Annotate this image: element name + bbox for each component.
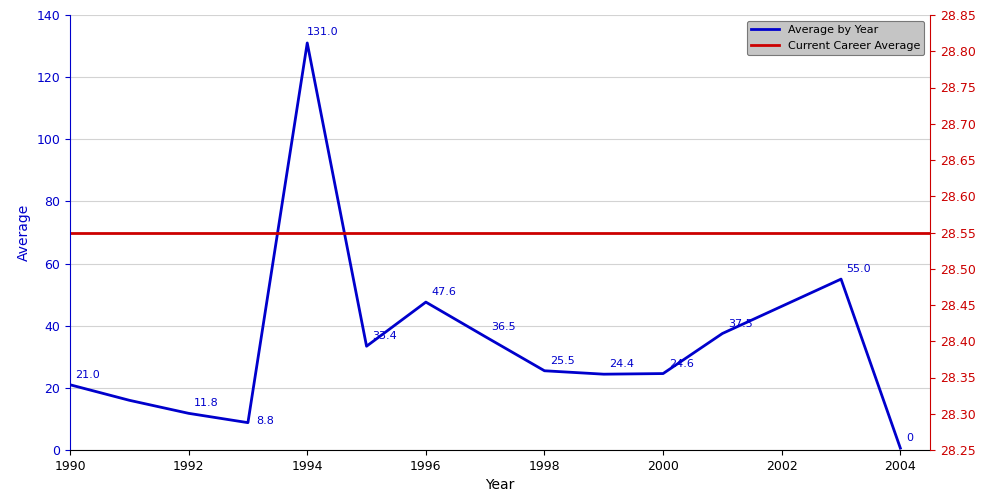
X-axis label: Year: Year: [485, 478, 515, 492]
Text: 37.5: 37.5: [728, 318, 753, 328]
Average by Year: [598, 371, 610, 377]
Text: 47.6: 47.6: [431, 287, 456, 297]
Line: Average by Year: Average by Year: [70, 43, 900, 448]
Text: 21.0: 21.0: [76, 370, 100, 380]
Y-axis label: Average: Average: [17, 204, 31, 261]
Average by Year: [716, 330, 728, 336]
Text: 24.6: 24.6: [669, 358, 694, 368]
Average by Year: [361, 343, 373, 349]
Legend: Average by Year, Current Career Average: Average by Year, Current Career Average: [747, 20, 924, 55]
Average by Year: [64, 382, 76, 388]
Text: 11.8: 11.8: [194, 398, 219, 408]
Text: 55.0: 55.0: [847, 264, 871, 274]
Text: 25.5: 25.5: [550, 356, 575, 366]
Text: 0: 0: [906, 433, 913, 443]
Text: 24.4: 24.4: [609, 359, 634, 369]
Text: 131.0: 131.0: [307, 26, 339, 36]
Average by Year: [479, 334, 491, 340]
Average by Year: [420, 299, 432, 305]
Average by Year: [835, 276, 847, 282]
Average by Year: [123, 398, 135, 404]
Average by Year: [183, 410, 195, 416]
Average by Year: [301, 40, 313, 46]
Average by Year: [657, 370, 669, 376]
Text: 8.8: 8.8: [256, 416, 274, 426]
Text: 33.4: 33.4: [372, 332, 397, 342]
Average by Year: [242, 420, 254, 426]
Average by Year: [894, 445, 906, 451]
Text: 36.5: 36.5: [491, 322, 515, 332]
Average by Year: [538, 368, 550, 374]
